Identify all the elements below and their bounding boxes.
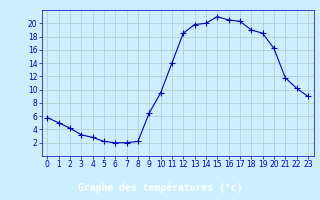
Text: Graphe des températures (°c): Graphe des températures (°c) [78,183,242,193]
